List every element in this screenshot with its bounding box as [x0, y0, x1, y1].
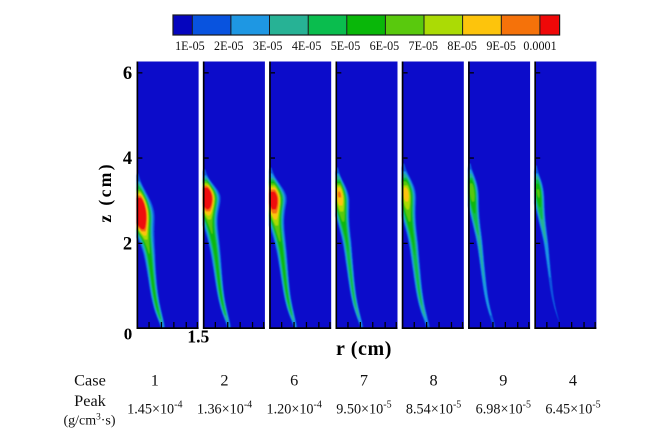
- svg-text:6.45×10-5: 6.45×10-5: [545, 399, 600, 417]
- svg-text:6.98×10-5: 6.98×10-5: [476, 399, 531, 417]
- svg-text:8: 8: [430, 371, 438, 390]
- svg-text:2: 2: [123, 234, 132, 254]
- svg-text:(g/cm3·s): (g/cm3·s): [63, 413, 115, 429]
- svg-text:3E-05: 3E-05: [253, 39, 283, 53]
- svg-text:0.0001: 0.0001: [523, 39, 556, 53]
- svg-text:Case: Case: [74, 371, 106, 390]
- svg-text:4: 4: [123, 149, 132, 169]
- svg-text:1: 1: [151, 371, 159, 390]
- svg-text:2: 2: [220, 371, 228, 390]
- svg-text:8.54×10-5: 8.54×10-5: [406, 399, 461, 417]
- svg-text:7E-05: 7E-05: [409, 39, 439, 53]
- svg-text:r (cm): r (cm): [336, 338, 392, 360]
- svg-text:1E-05: 1E-05: [175, 39, 205, 53]
- svg-text:6: 6: [290, 371, 298, 390]
- svg-text:1.36×10-4: 1.36×10-4: [197, 399, 252, 417]
- svg-text:1.5: 1.5: [187, 327, 209, 347]
- svg-text:0: 0: [124, 325, 133, 344]
- svg-text:8E-05: 8E-05: [447, 39, 477, 53]
- svg-text:Peak: Peak: [74, 391, 107, 410]
- svg-text:4E-05: 4E-05: [292, 39, 322, 53]
- svg-text:9: 9: [499, 371, 507, 390]
- svg-text:9.50×10-5: 9.50×10-5: [336, 399, 391, 417]
- svg-text:6: 6: [123, 64, 132, 84]
- svg-text:2E-05: 2E-05: [214, 39, 244, 53]
- svg-text:9E-05: 9E-05: [486, 39, 516, 53]
- svg-text:6E-05: 6E-05: [370, 39, 400, 53]
- svg-text:1.20×10-4: 1.20×10-4: [267, 399, 322, 417]
- svg-text:1.45×10-4: 1.45×10-4: [127, 399, 182, 417]
- svg-text:4: 4: [569, 371, 577, 390]
- svg-text:z (cm): z (cm): [95, 162, 115, 223]
- svg-text:5E-05: 5E-05: [331, 39, 361, 53]
- svg-text:7: 7: [360, 371, 368, 390]
